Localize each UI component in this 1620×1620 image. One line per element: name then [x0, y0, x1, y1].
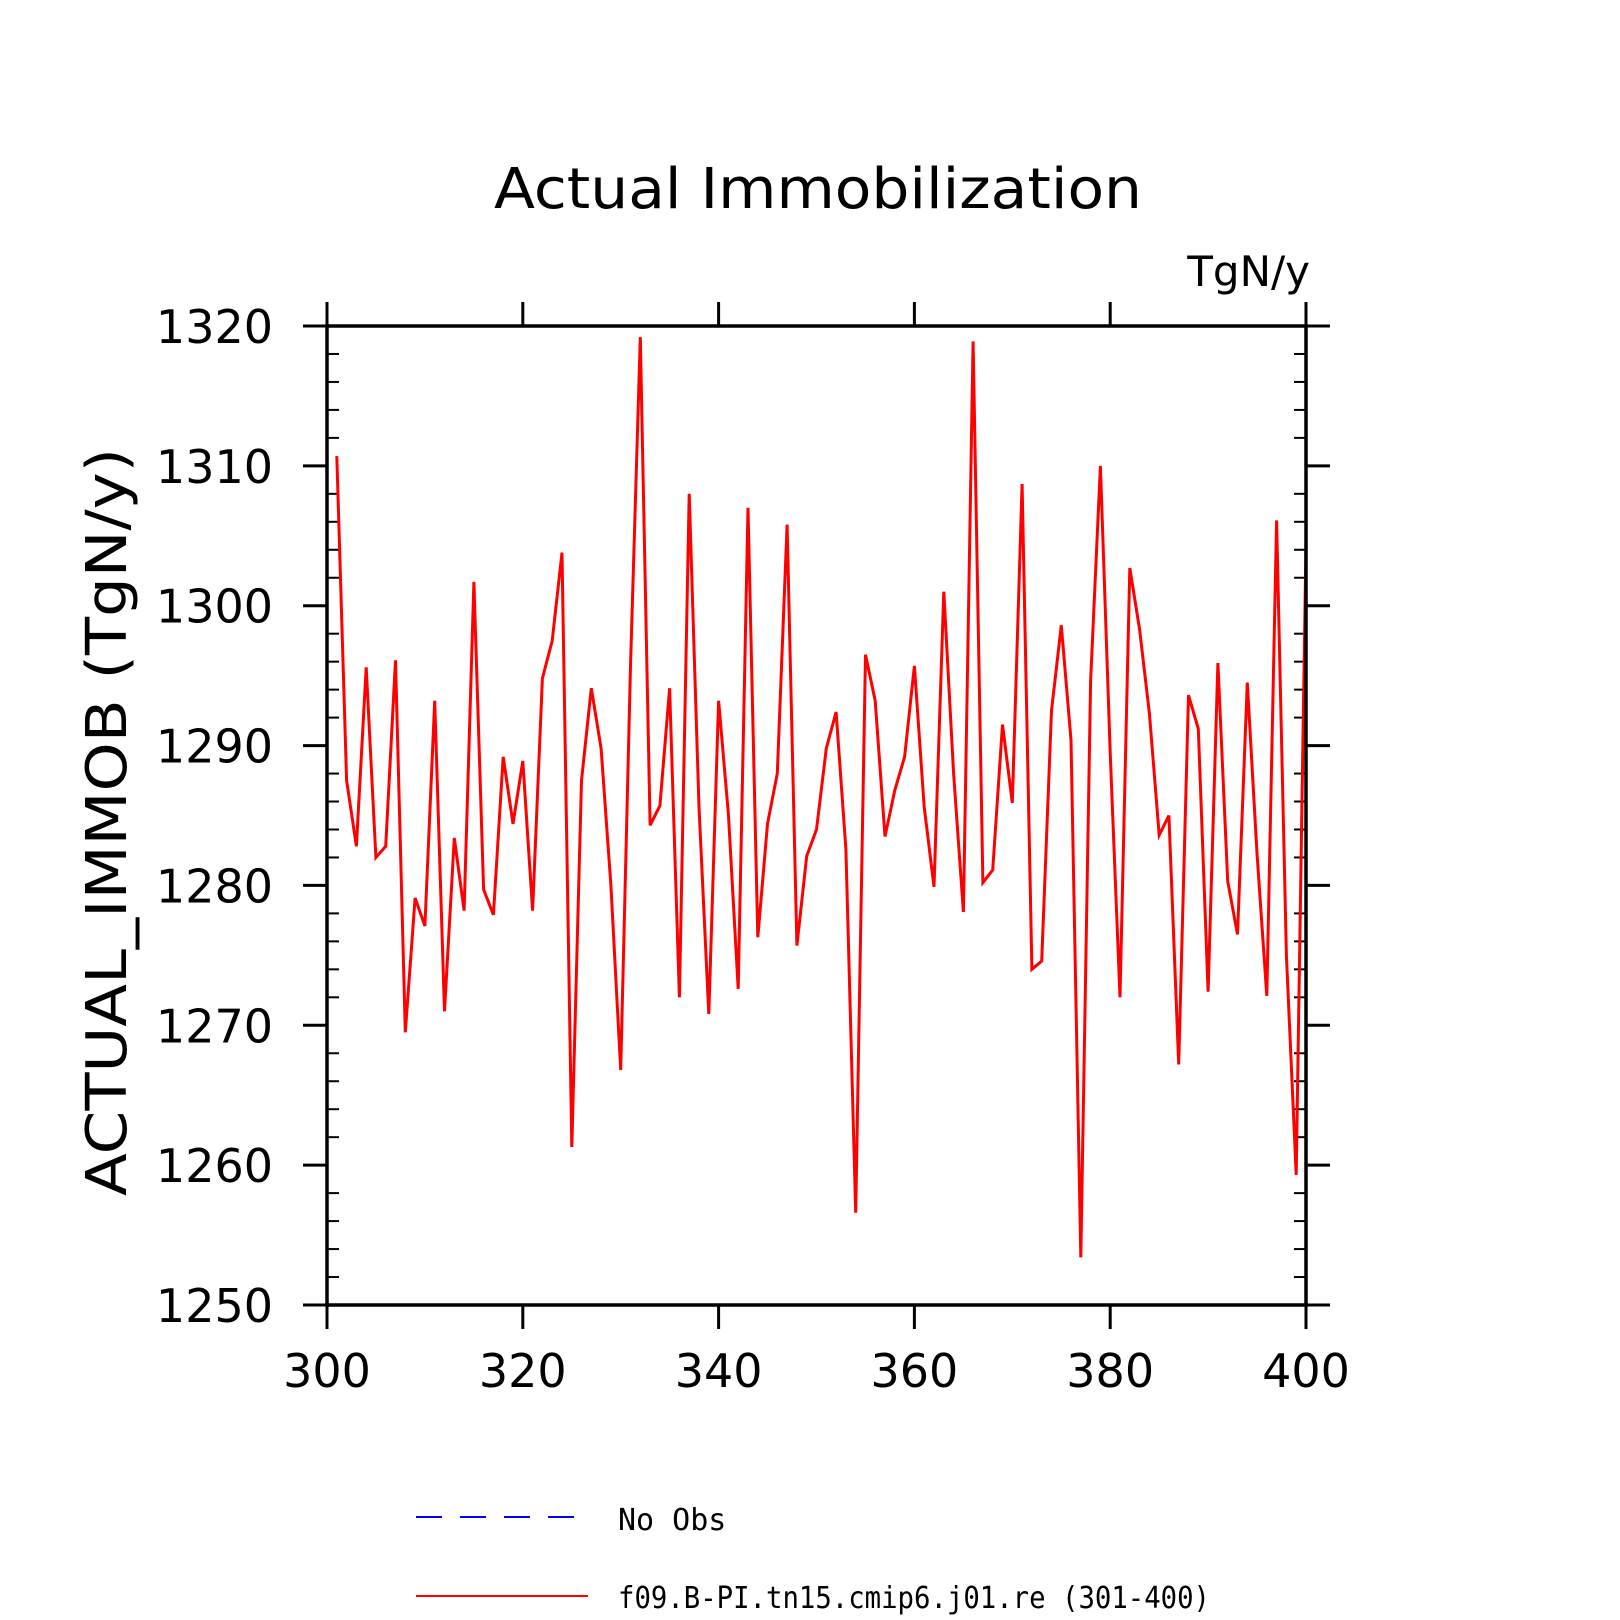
x-tick-label: 360: [870, 1344, 958, 1398]
y-tick-label: 1320: [156, 300, 273, 354]
chart-title: Actual Immobilization: [494, 157, 1142, 222]
y-tick-label: 1270: [156, 999, 273, 1053]
legend: No Obs f09.B-PI.tn15.cmip6.j01.re (301-4…: [416, 1503, 1210, 1616]
x-tick-label: 340: [675, 1344, 763, 1398]
series-group: [335, 337, 1308, 1258]
legend-label-no-obs: No Obs: [618, 1503, 726, 1538]
x-tick-labels: 300 320 340 360 380 400: [283, 1344, 1350, 1398]
y-tick-label: 1250: [156, 1279, 273, 1333]
x-tick-label: 400: [1262, 1344, 1350, 1398]
y-axis-label: ACTUAL_IMMOB (TgN/y): [75, 448, 140, 1196]
y-tick-labels: 1250 1260 1270 1280 1290 1300 1310 1320: [156, 300, 273, 1333]
series-line: [335, 337, 1308, 1258]
y-tick-label: 1280: [156, 859, 273, 913]
y-tick-label: 1300: [156, 580, 273, 634]
x-tick-marks: [325, 302, 1308, 1329]
y-tick-marks: [303, 324, 1330, 1307]
y-tick-label: 1290: [156, 720, 273, 774]
x-tick-label: 300: [283, 1344, 371, 1398]
x-tick-label: 320: [479, 1344, 567, 1398]
units-label: TgN/y: [1186, 247, 1310, 296]
legend-label-model: f09.B-PI.tn15.cmip6.j01.re (301-400): [618, 1581, 1210, 1616]
y-tick-label: 1260: [156, 1139, 273, 1193]
x-tick-label: 380: [1066, 1344, 1154, 1398]
y-tick-label: 1310: [156, 440, 273, 494]
plot-frame: [325, 324, 1308, 1307]
